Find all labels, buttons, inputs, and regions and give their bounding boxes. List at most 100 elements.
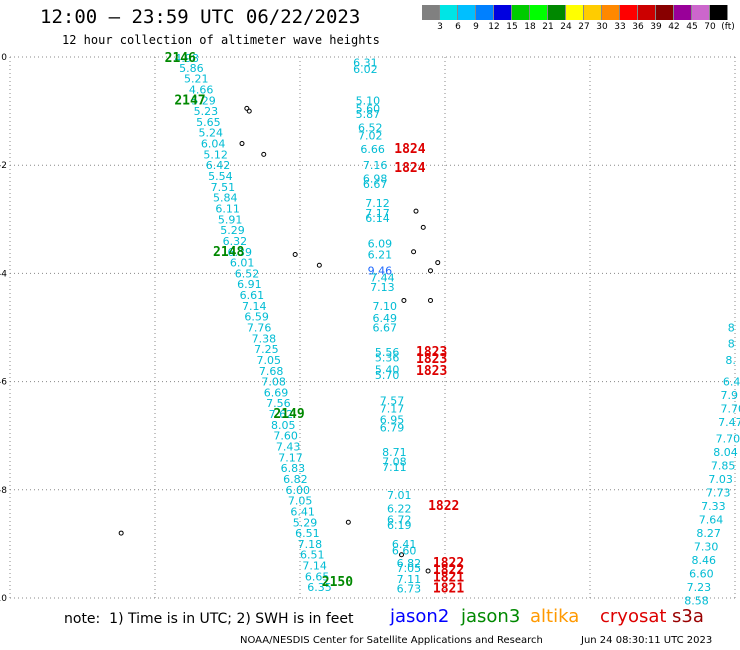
- wave-height-label: 6.52: [235, 267, 260, 280]
- wave-height-label: 6.52: [358, 121, 383, 134]
- color-scale-swatch: [458, 5, 476, 20]
- color-scale-label: 6: [455, 22, 461, 32]
- color-scale-label: 36: [632, 22, 644, 32]
- wave-height-label: 6.82: [397, 557, 422, 570]
- color-scale-swatch: [692, 5, 710, 20]
- legend-s3a: s3a: [672, 606, 704, 627]
- pass-number-label: 1821: [433, 581, 464, 596]
- wave-height-label: 7.05: [288, 495, 313, 508]
- pass-number-label: 1821: [433, 570, 464, 585]
- wave-height-label: 5.91: [218, 213, 243, 226]
- wave-height-label: 6.31: [353, 56, 378, 69]
- wave-height-label: 7.70: [721, 403, 740, 416]
- wave-height-label: 5.29: [220, 224, 245, 237]
- pass-number-label: 1823: [416, 364, 447, 379]
- color-scale-unit: (ft): [721, 22, 735, 32]
- color-scale-label: 27: [578, 22, 590, 32]
- wave-height-label: 7.57: [380, 395, 405, 408]
- generated-timestamp: Jun 24 08:30:11 UTC 2023: [581, 635, 713, 646]
- color-scale-label: 33: [614, 22, 626, 32]
- wave-height-label: 8.04: [713, 446, 738, 459]
- color-scale-label: 30: [596, 22, 608, 32]
- wave-height-label: 6.60: [392, 544, 417, 557]
- color-scale-swatch: [656, 5, 674, 20]
- wave-height-label: 8.27: [696, 527, 721, 540]
- wave-height-label: 8.: [725, 354, 736, 367]
- pass-number-label: 1822: [428, 499, 459, 514]
- wave-height-label: 8: [728, 338, 735, 351]
- wave-height-label: 5.12: [203, 148, 228, 161]
- wave-height-label: 6.22: [387, 503, 412, 516]
- color-scale-label: 39: [650, 22, 662, 32]
- wave-height-label: 6.09: [368, 238, 393, 251]
- wave-height-label: 6.59: [244, 311, 269, 324]
- wave-height-label: 7.16: [363, 159, 388, 172]
- wave-height-label: 6.83: [281, 462, 306, 475]
- wave-height-label: 6.14: [365, 212, 390, 225]
- wave-height-label: 8.71: [382, 446, 407, 459]
- color-scale-label: 12: [488, 22, 500, 32]
- wave-height-label: 8.05: [271, 419, 296, 432]
- wave-height-label: 6.60: [689, 568, 714, 581]
- chart-subtitle: 12 hour collection of altimeter wave hei…: [62, 33, 380, 47]
- wave-height-label: 6.67: [363, 178, 388, 191]
- wave-height-label: 7.23: [687, 581, 712, 594]
- wave-height-label: 7.03: [708, 473, 733, 486]
- wave-height-label: 5.60: [356, 102, 381, 115]
- wave-height-label: 7.13: [370, 281, 395, 294]
- wave-height-label: 7.73: [706, 487, 731, 500]
- wave-height-label: 7.44: [370, 272, 395, 285]
- color-scale-label: 42: [668, 22, 680, 32]
- wave-height-label: 6.66: [360, 143, 385, 156]
- wave-height-label: 6.82: [283, 473, 308, 486]
- pass-number-label: 2150: [322, 575, 353, 590]
- wave-height-label: 7.17: [380, 403, 405, 416]
- wave-height-label: 6.41: [290, 505, 315, 518]
- wave-height-label: 8: [728, 322, 735, 335]
- wave-height-label: 6.65: [305, 570, 330, 583]
- wave-height-label: 5.10: [356, 94, 381, 107]
- wave-height-label: 7.05: [397, 562, 422, 575]
- color-scale-swatch: [710, 5, 728, 20]
- y-tick-label: -2: [0, 161, 7, 171]
- island-outline: [428, 268, 433, 274]
- color-scale-label: 15: [506, 22, 518, 32]
- wave-height-label: 7.38: [252, 332, 277, 345]
- island-outline: [261, 151, 267, 157]
- color-scale-swatch: [638, 5, 656, 20]
- wave-height-label: 7.25: [254, 343, 278, 356]
- wave-height-label: 5.86: [179, 62, 204, 75]
- color-scale-swatch: [440, 5, 458, 20]
- island-outline: [316, 262, 322, 268]
- wave-height-label: 7.62: [269, 408, 294, 421]
- wave-height-label: 6.79: [380, 422, 405, 435]
- wave-height-label: 6.19: [387, 519, 412, 532]
- island-outline: [420, 224, 426, 230]
- pass-number-label: 2149: [273, 407, 304, 422]
- color-scale-label: 24: [560, 22, 572, 32]
- wave-height-label: 5.36: [375, 351, 400, 364]
- island-outline: [413, 208, 419, 214]
- pass-number-label: 1822: [433, 563, 464, 578]
- island-outline: [246, 108, 252, 114]
- wave-height-label: 7.01: [387, 489, 412, 502]
- wave-height-label: 6.91: [237, 278, 262, 291]
- wave-height-label: 6.39: [228, 246, 253, 259]
- wave-height-label: 7.10: [373, 300, 398, 313]
- y-tick-label: 0: [1, 53, 7, 63]
- island-outline: [345, 519, 351, 525]
- wave-height-label: 5.21: [184, 73, 209, 86]
- wave-height-label: 7.33: [701, 500, 726, 513]
- wave-height-label: 5.84: [213, 192, 238, 205]
- color-scale-swatch: [476, 5, 494, 20]
- color-scale-swatch: [566, 5, 584, 20]
- island-outline: [399, 552, 404, 558]
- credit-footer: NOAA/NESDIS Center for Satellite Applica…: [240, 635, 543, 646]
- wave-height-label: 7.08: [382, 456, 407, 469]
- color-scale-swatch: [530, 5, 548, 20]
- color-scale-label: 3: [437, 22, 443, 32]
- wave-height-label: 8.58: [684, 595, 709, 605]
- color-scale-swatch: [548, 5, 566, 20]
- wave-height-label: 6.51: [300, 549, 325, 562]
- wave-height-label: 6.00: [286, 484, 311, 497]
